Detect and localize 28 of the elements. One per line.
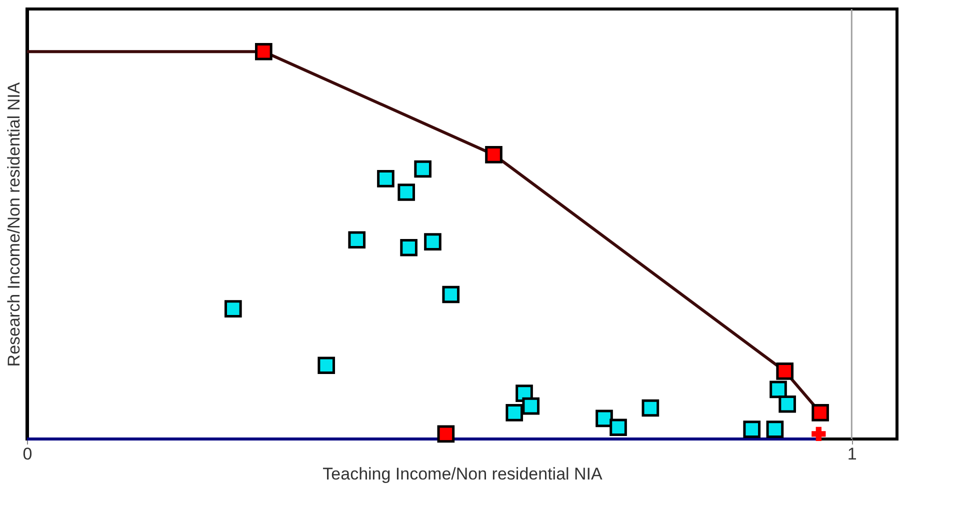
point	[522, 397, 540, 415]
x-axis-title: Teaching Income/Non residential NIA	[322, 464, 604, 484]
point	[255, 42, 272, 60]
point	[812, 404, 829, 422]
point	[398, 184, 415, 201]
point	[610, 418, 627, 436]
y-axis-title: Research Income/Non residential NIA	[4, 82, 24, 367]
point	[377, 170, 394, 188]
point	[485, 146, 502, 164]
point	[400, 238, 418, 256]
point	[766, 420, 784, 438]
point	[348, 231, 366, 249]
point	[743, 420, 761, 438]
point	[414, 160, 432, 178]
x-tick-label: 1	[847, 444, 857, 464]
point	[778, 395, 796, 413]
point	[642, 399, 660, 417]
point	[506, 404, 524, 422]
x-tick-label: 0	[22, 444, 32, 464]
point	[437, 425, 455, 443]
point	[318, 356, 336, 374]
point	[812, 426, 826, 442]
point	[442, 286, 460, 304]
point	[224, 300, 242, 318]
point	[776, 362, 794, 380]
point	[596, 410, 613, 428]
point	[770, 380, 787, 398]
point	[424, 233, 442, 250]
